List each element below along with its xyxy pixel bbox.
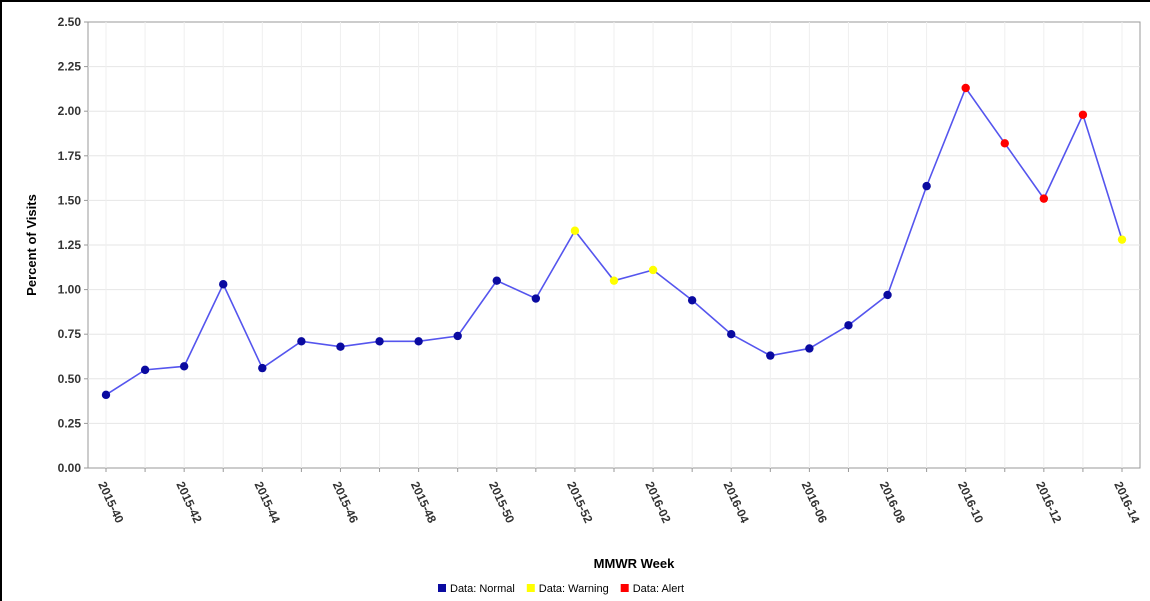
x-tick-label: 2015-50 <box>486 479 517 525</box>
x-tick-label: 2016-04 <box>721 479 752 525</box>
data-point-normal <box>492 276 501 285</box>
x-tick-label: 2016-08 <box>877 479 908 525</box>
x-axis-title: MMWR Week <box>594 556 675 571</box>
data-point-normal <box>883 290 892 300</box>
x-tick-label: 2015-48 <box>408 479 439 525</box>
y-tick-label: 1.50 <box>58 193 82 207</box>
y-tick-label: 1.00 <box>58 283 82 297</box>
x-tick-label: 2015-40 <box>95 479 126 525</box>
data-point-normal <box>101 390 111 400</box>
y-tick-label: 0.00 <box>58 461 82 475</box>
data-point-normal <box>297 337 306 346</box>
data-point-alert <box>1039 194 1049 203</box>
legend-label-alert: Data: Alert <box>633 583 684 595</box>
data-point-warning <box>609 276 619 285</box>
data-point-warning <box>648 265 658 275</box>
x-tick-label: 2016-02 <box>642 479 673 525</box>
data-point-normal <box>375 337 384 346</box>
y-tick-label: 0.50 <box>58 372 82 386</box>
data-point-normal <box>258 363 267 373</box>
legend-swatch-warning <box>526 584 535 592</box>
y-tick-label: 0.25 <box>58 416 82 430</box>
legend-label-normal: Data: Normal <box>450 583 515 595</box>
data-point-normal <box>531 294 541 303</box>
data-point-normal <box>766 351 775 360</box>
y-tick-label: 1.75 <box>58 149 82 163</box>
x-tick-label: 2015-42 <box>173 479 204 525</box>
data-point-normal <box>140 365 150 375</box>
data-point-normal <box>453 331 462 341</box>
x-tick-label: 2015-44 <box>252 479 283 525</box>
data-point-alert <box>1000 139 1009 148</box>
y-tick-label: 2.00 <box>58 104 82 118</box>
x-tick-label: 2016-12 <box>1033 479 1064 525</box>
data-point-normal <box>414 337 423 346</box>
x-tick-label: 2016-06 <box>799 479 830 525</box>
data-point-normal <box>219 280 228 289</box>
data-point-normal <box>805 344 814 353</box>
x-tick-label: 2015-46 <box>330 479 361 525</box>
y-tick-label: 2.25 <box>58 60 82 74</box>
x-tick-label: 2016-14 <box>1111 479 1142 525</box>
legend-swatch-normal <box>438 584 446 592</box>
y-tick-label: 1.25 <box>58 238 82 252</box>
data-point-alert <box>1078 110 1088 119</box>
data-point-normal <box>179 362 189 371</box>
y-tick-label: 2.50 <box>58 15 82 29</box>
legend-label-warning: Data: Warning <box>539 583 609 595</box>
x-tick-label: 2015-52 <box>564 479 595 525</box>
data-point-warning <box>1117 235 1127 244</box>
data-point-normal <box>844 321 853 330</box>
data-point-normal <box>687 296 697 305</box>
data-point-normal <box>727 330 736 339</box>
y-tick-label: 0.75 <box>58 327 82 341</box>
y-axis-title: Percent of Visits <box>24 194 39 296</box>
data-point-normal <box>336 342 345 351</box>
data-point-alert <box>961 83 970 93</box>
data-point-warning <box>570 226 580 235</box>
legend-swatch-alert <box>620 584 629 592</box>
data-point-normal <box>922 181 931 191</box>
x-tick-label: 2016-10 <box>955 479 986 525</box>
